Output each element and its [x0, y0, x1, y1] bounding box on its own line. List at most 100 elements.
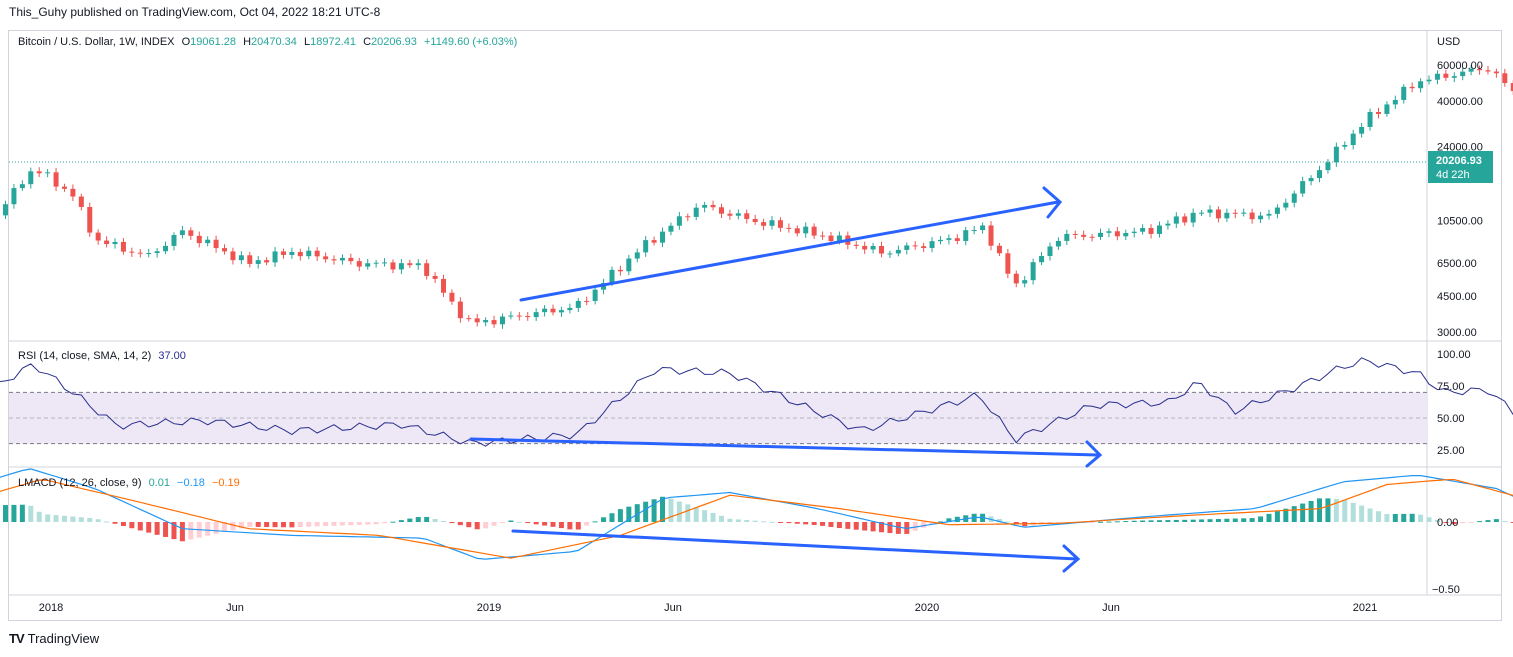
candle-body [1047, 246, 1053, 257]
candle-body [1030, 262, 1036, 281]
macd-histogram-bar [921, 522, 927, 528]
candle-body [1258, 215, 1264, 220]
candle-body [584, 300, 590, 302]
macd-histogram-bar [441, 521, 447, 523]
candle-body [895, 249, 901, 254]
macd-histogram-bar [280, 522, 286, 528]
candle-body [879, 246, 885, 254]
macd-histogram-bar [516, 521, 522, 523]
candle-body [255, 260, 261, 264]
candle-body [1384, 104, 1390, 114]
candle-body [1401, 86, 1407, 100]
macd-histogram-bar [120, 522, 126, 526]
candle-body [61, 186, 67, 189]
candle-body [247, 255, 253, 264]
rsi-axis-ticks: 100.00 75.00 50.00 25.00 [1437, 349, 1471, 457]
bar-countdown: 4d 22h [1436, 169, 1470, 181]
macd-histogram-bar [398, 520, 404, 522]
macd-histogram-bar [382, 522, 388, 524]
candle-body [820, 235, 826, 237]
time-tick-label: 2018 [39, 602, 63, 614]
macd-histogram-bar [777, 522, 783, 523]
candle-body [87, 206, 93, 233]
macd-legend-signal: −0.19 [212, 477, 240, 489]
rsi-tick-label: 75.00 [1437, 381, 1465, 393]
rsi-trend-arrow[interactable] [469, 437, 1103, 468]
candle-body [558, 310, 564, 313]
macd-histogram-bar [11, 504, 17, 522]
candle-body [415, 263, 421, 266]
macd-histogram-bar [1165, 520, 1171, 522]
macd-histogram-bar [163, 522, 169, 537]
candle-body [634, 252, 640, 259]
publisher-header: This_Guhy published on TradingView.com, … [9, 5, 381, 19]
macd-histogram-bar [533, 522, 539, 525]
macd-tick-label: −0.50 [1432, 584, 1460, 596]
candle-body [1207, 209, 1213, 213]
candle-body [702, 204, 708, 208]
macd-histogram-bar [1249, 518, 1255, 522]
candle-body [1182, 216, 1188, 223]
macd-histogram-bar [373, 522, 379, 525]
time-tick-label: Jun [664, 602, 682, 614]
macd-histogram-bar [1392, 513, 1398, 522]
candle-body [1131, 231, 1137, 233]
candle-body [323, 256, 329, 260]
macd-histogram-bar [1359, 505, 1365, 522]
candle-body [1325, 162, 1331, 171]
candle-body [1106, 231, 1112, 233]
macd-histogram-bar [1207, 519, 1213, 522]
macd-histogram-bar [247, 522, 253, 527]
candle-body [954, 238, 960, 241]
macd-histogram-bar [794, 522, 800, 524]
macd-histogram-bar [415, 517, 421, 522]
candle-body [3, 204, 9, 216]
open-value: 19061.28 [190, 36, 236, 48]
macd-histogram-bar [1241, 518, 1247, 522]
macd-histogram-bar [525, 522, 531, 524]
change-value: +1149.60 (+6.03%) [424, 36, 517, 48]
macd-histogram-bar [634, 504, 640, 522]
macd-histogram-bar [499, 522, 505, 524]
candle-body [1300, 181, 1306, 194]
macd-histogram-bar [483, 522, 489, 529]
macd-histogram-bar [1131, 520, 1137, 522]
macd-histogram-bar [811, 522, 817, 525]
macd-trend-arrow[interactable] [511, 529, 1081, 573]
macd-histogram-bar [508, 520, 514, 522]
macd-axis-ticks: 0.00 −0.50 [1432, 517, 1460, 596]
candle-body [508, 315, 514, 317]
candle-body [533, 312, 539, 318]
macd-histogram-bar [685, 504, 691, 522]
candle-body [904, 245, 910, 250]
price-tick-label: 6500.00 [1437, 258, 1477, 270]
candle-body [1089, 236, 1095, 238]
macd-histogram-bar [19, 504, 25, 522]
candle-body [474, 318, 480, 323]
macd-histogram-bar [862, 522, 868, 531]
macd-histogram-bar [609, 513, 615, 522]
candle-body [786, 227, 792, 229]
macd-histogram-bar [592, 521, 598, 523]
candle-body [870, 246, 876, 250]
candle-body [238, 255, 244, 261]
price-trend-arrow[interactable] [519, 186, 1063, 302]
macd-histogram-bar [154, 522, 160, 535]
time-tick-label: 2021 [1353, 602, 1377, 614]
macd-histogram-bar [407, 518, 413, 522]
last-price-value: 20206.93 [1436, 155, 1482, 167]
candle-body [676, 216, 682, 226]
rsi-legend-label: RSI (14, close, SMA, 14, 2) [18, 350, 151, 362]
macd-histogram-bar [769, 521, 775, 523]
candle-body [1098, 232, 1104, 237]
tradingview-footer[interactable]: TV TradingView [9, 631, 99, 646]
macd-histogram-bar [1291, 506, 1297, 522]
currency-label: USD [1437, 36, 1460, 48]
candle-body [432, 275, 438, 279]
macd-histogram-bar [1350, 502, 1356, 522]
macd-histogram-bar [1156, 520, 1162, 522]
macd-histogram-bar [432, 518, 438, 522]
candle-body [1510, 83, 1513, 92]
candle-body [1266, 213, 1272, 216]
candle-body [516, 315, 522, 317]
